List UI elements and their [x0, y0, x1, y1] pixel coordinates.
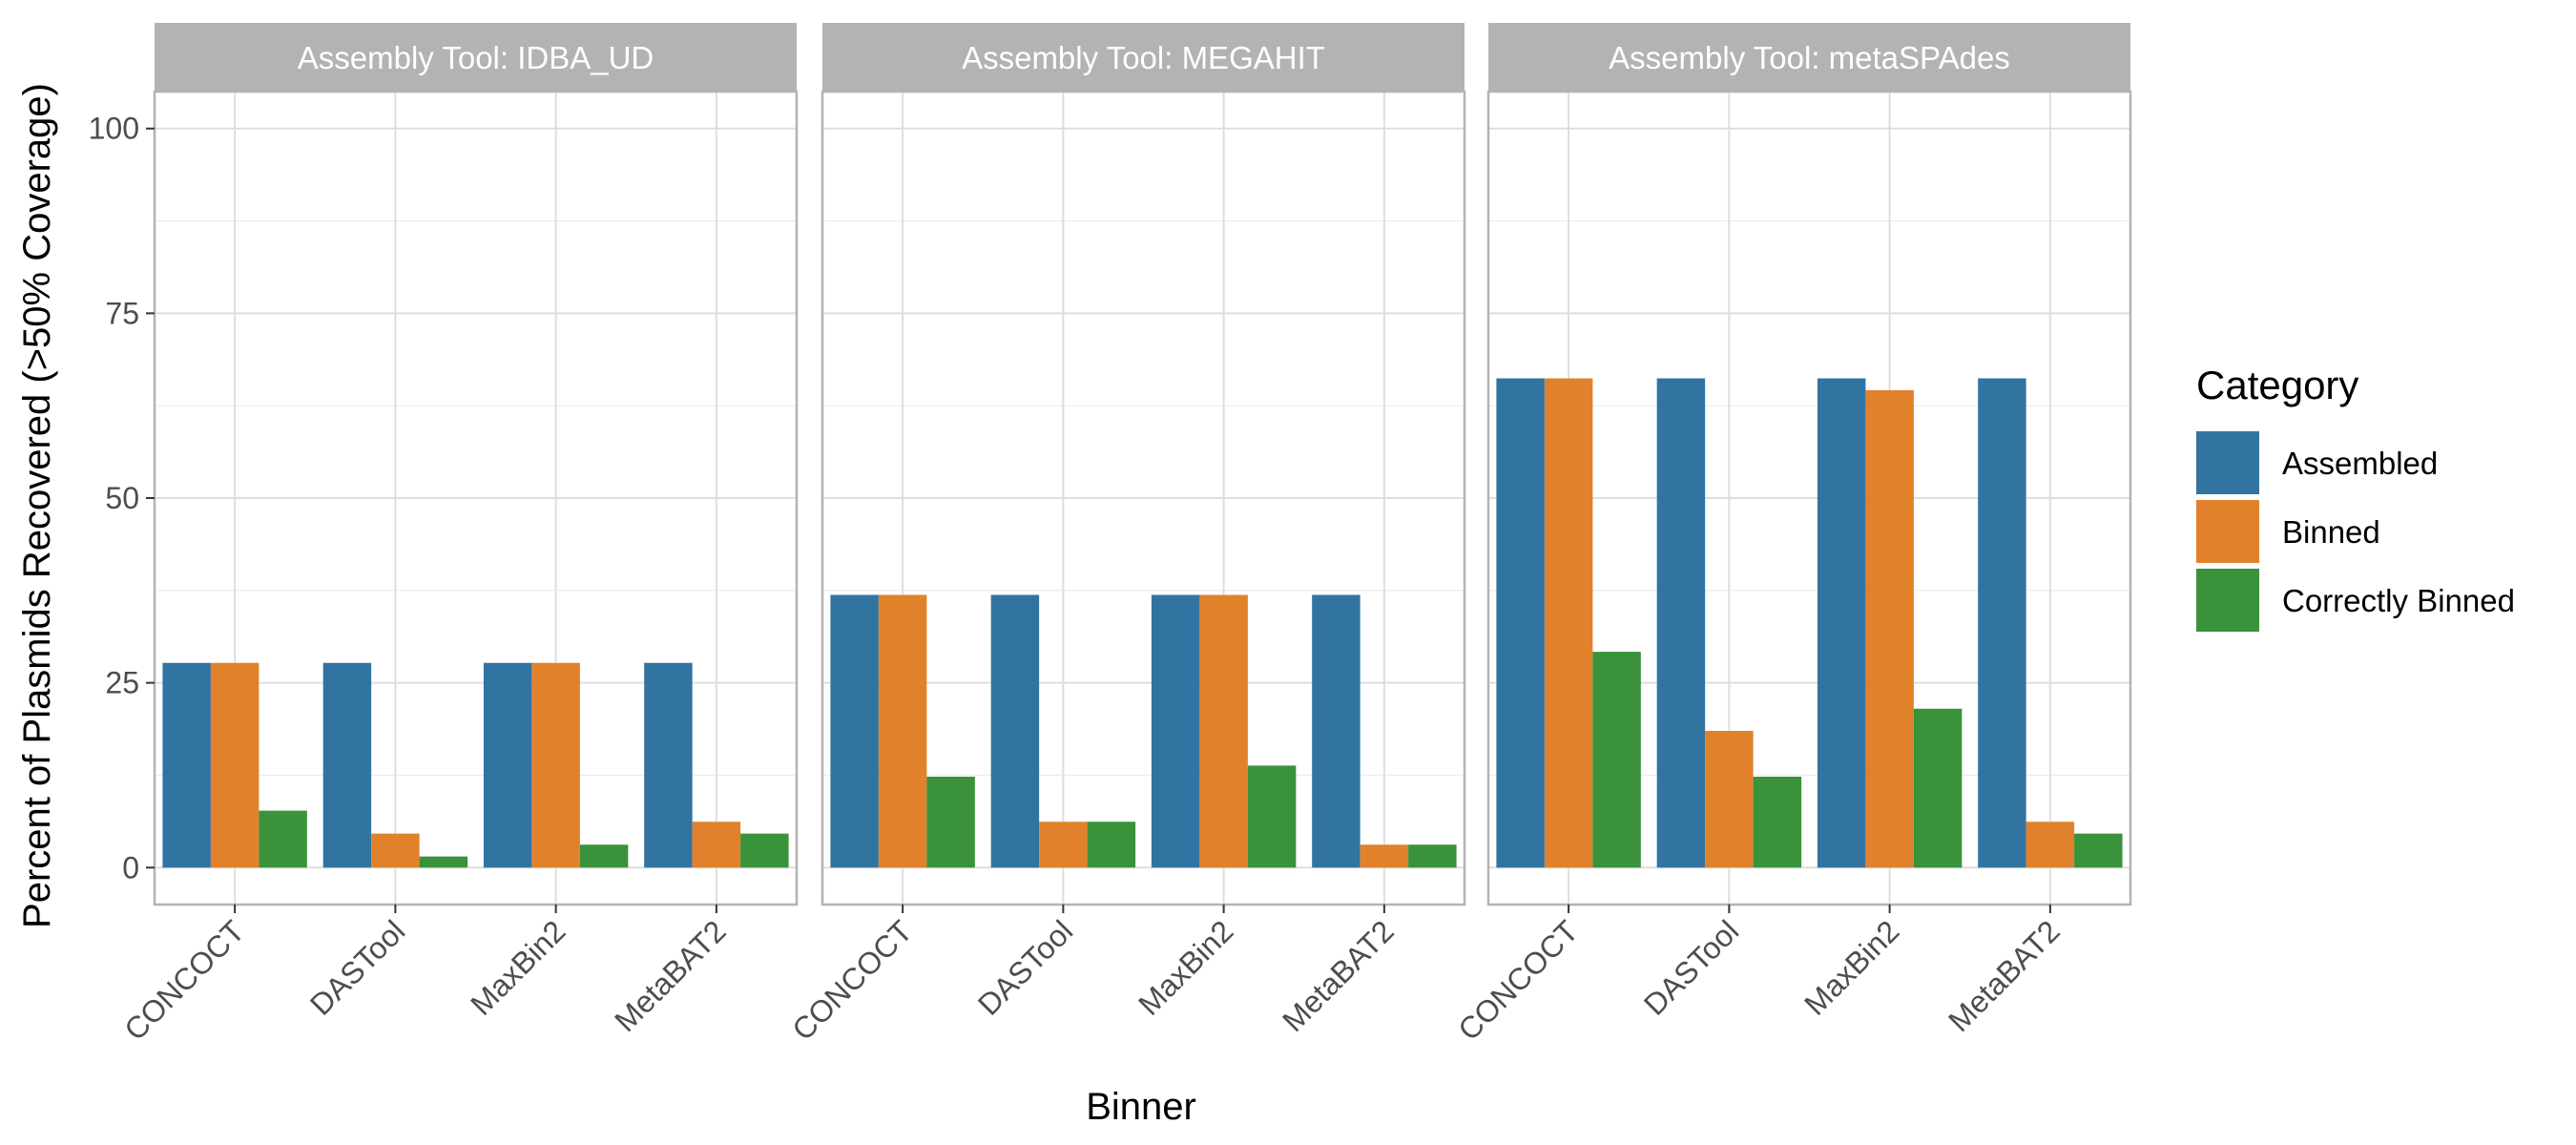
facet-panel: Assembly Tool: MEGAHIT CONCOCT DASTool MaxB…: [785, 23, 1466, 1047]
bar: [419, 856, 468, 868]
facet-strip: [1488, 23, 2130, 92]
x-tick-label: MaxBin2: [1132, 913, 1239, 1021]
bar: [1312, 594, 1361, 868]
facet-strip-label: Assembly Tool: IDBA_UD: [298, 40, 654, 75]
legend-label: Binned: [2282, 514, 2380, 550]
y-tick-label: 0: [122, 850, 139, 885]
x-tick-label: MaxBin2: [1797, 913, 1905, 1021]
bar: [878, 594, 927, 868]
facet-panels: Assembly Tool: IDBA_UD CONCOCT DASTool MaxB…: [117, 23, 2132, 1047]
bar: [483, 662, 532, 868]
x-tick-label: CONCOCT: [785, 913, 919, 1047]
x-tick-label: MaxBin2: [464, 913, 571, 1021]
x-tick-label: CONCOCT: [117, 913, 251, 1047]
x-tick-label: MetaBAT2: [1942, 913, 2067, 1038]
bar: [162, 662, 211, 868]
x-axis-title: Binner: [1086, 1086, 1196, 1128]
legend-label: Correctly Binned: [2282, 583, 2515, 618]
facet-strip: [155, 23, 797, 92]
bar: [644, 662, 693, 868]
bar: [1913, 708, 1963, 868]
legend: Category Assembled Binned Correctly Binned: [2196, 363, 2515, 632]
bar: [740, 833, 789, 868]
bar: [579, 844, 629, 868]
panel-border: [1486, 90, 2132, 906]
x-tick-label: DASTool: [971, 913, 1079, 1021]
bar: [1408, 844, 1457, 868]
x-tick-label: CONCOCT: [1451, 913, 1585, 1047]
bar: [371, 833, 420, 868]
facet-panel: Assembly Tool: metaSPAdes CONCOCT DASTool M…: [1451, 23, 2132, 1047]
bar: [1151, 594, 1200, 868]
bar: [1753, 777, 1802, 868]
bar: [1199, 594, 1248, 868]
y-tick-label: 100: [89, 112, 139, 146]
bar: [1039, 822, 1088, 868]
facet-strip: [822, 23, 1465, 92]
facet-strip-label: Assembly Tool: metaSPAdes: [1609, 40, 2010, 75]
panel-border: [821, 90, 1466, 906]
x-tick-label: MetaBAT2: [1276, 913, 1401, 1038]
legend-key: [2196, 569, 2259, 632]
facet-strip-label: Assembly Tool: MEGAHIT: [962, 40, 1325, 75]
y-axis-title: Percent of Plasmids Recovered (>50% Cove…: [16, 83, 58, 928]
bar: [926, 777, 975, 868]
facet-panel: Assembly Tool: IDBA_UD CONCOCT DASTool MaxB…: [117, 23, 799, 1047]
bar: [1705, 730, 1754, 868]
y-tick-label: 75: [105, 296, 139, 330]
bar: [1247, 765, 1297, 868]
x-tick-label: MetaBAT2: [608, 913, 733, 1038]
bar: [2025, 822, 2075, 868]
legend-key: [2196, 500, 2259, 563]
bar: [1817, 378, 1866, 868]
bar: [692, 822, 741, 868]
legend-key: [2196, 431, 2259, 494]
bar: [210, 662, 260, 868]
bar: [990, 594, 1040, 868]
bar: [1544, 378, 1593, 868]
x-tick-label: DASTool: [303, 913, 411, 1021]
bar: [322, 662, 372, 868]
bar: [259, 810, 307, 868]
bar: [1978, 378, 2026, 868]
legend-title: Category: [2196, 363, 2358, 407]
bar: [1087, 822, 1136, 868]
bar: [1360, 844, 1409, 868]
bar: [1656, 378, 1706, 868]
bar: [830, 594, 879, 868]
x-tick-label: DASTool: [1637, 913, 1745, 1021]
bar: [1592, 652, 1641, 868]
bar: [531, 662, 580, 868]
y-axis: 0 25 50 75 100: [89, 112, 155, 885]
bar: [1496, 378, 1545, 868]
legend-label: Assembled: [2282, 446, 2438, 481]
bar: [1865, 389, 1914, 868]
bar: [2074, 833, 2123, 868]
y-tick-label: 25: [105, 666, 139, 700]
y-tick-label: 50: [105, 481, 139, 515]
